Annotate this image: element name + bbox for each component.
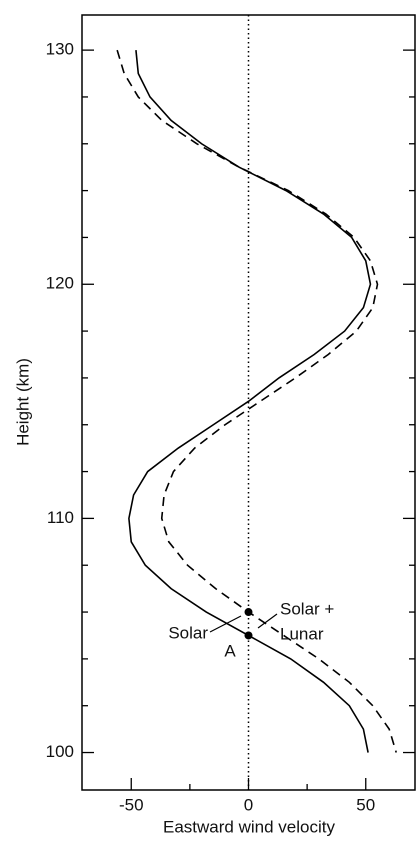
marker-point bbox=[244, 631, 253, 640]
marker-point bbox=[244, 608, 253, 617]
x-tick-label: -50 bbox=[119, 795, 144, 814]
y-axis-label: Height (km) bbox=[13, 358, 32, 446]
x-tick-label: 50 bbox=[356, 795, 375, 814]
y-tick-label: 110 bbox=[47, 508, 74, 527]
y-tick-label: 130 bbox=[46, 40, 74, 59]
annotation: A bbox=[224, 641, 236, 660]
annotation: Solar bbox=[168, 623, 208, 642]
series-line bbox=[128, 50, 372, 753]
annotation: Solar + bbox=[280, 599, 334, 618]
series-line bbox=[116, 49, 398, 753]
x-tick-label: 0 bbox=[244, 795, 253, 814]
leader-line bbox=[257, 613, 278, 629]
annotation: Lunar bbox=[280, 624, 324, 643]
y-tick-label: 120 bbox=[46, 274, 74, 293]
y-tick-label: 100 bbox=[46, 742, 74, 761]
x-axis-label: Eastward wind velocity bbox=[163, 817, 335, 836]
leader-line bbox=[209, 615, 242, 633]
